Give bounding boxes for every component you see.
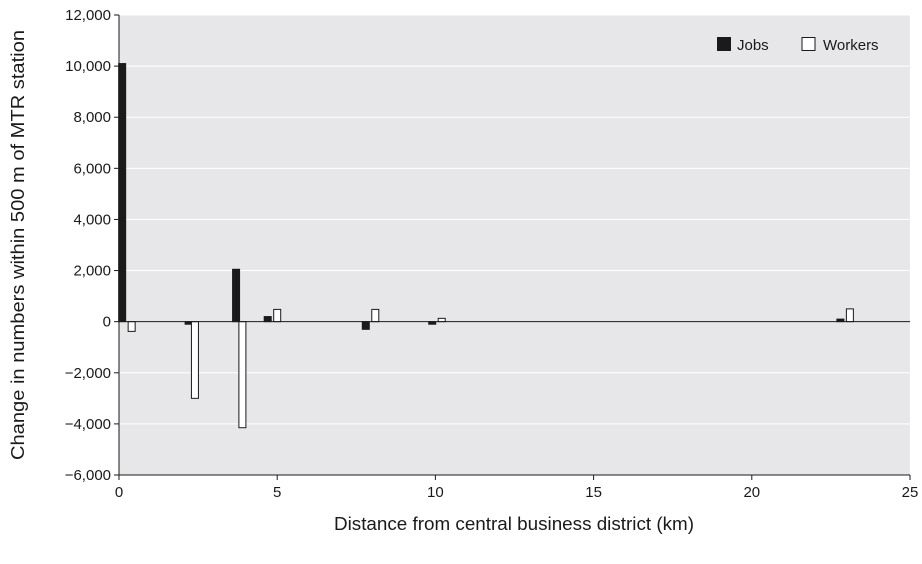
bar-workers — [127, 321, 136, 332]
bar-jobs — [263, 316, 272, 323]
legend-label-workers: Workers — [823, 37, 879, 54]
x-axis-title: Distance from central business district … — [334, 514, 694, 534]
y-tick-label: 2,000 — [73, 263, 111, 280]
y-axis-title: Change in numbers within 500 m of MTR st… — [8, 30, 28, 460]
y-tick-label: 0 — [103, 314, 111, 331]
x-ticks: 0 5 10 15 20 25 — [115, 475, 919, 501]
y-tick-label: 6,000 — [73, 160, 111, 177]
plot-area — [119, 15, 910, 475]
x-tick-label: 15 — [585, 484, 602, 501]
gridlines — [119, 14, 910, 476]
x-tick-label: 10 — [427, 484, 444, 501]
x-tick-label: 25 — [902, 484, 919, 501]
bar-workers — [273, 308, 282, 323]
y-tick-label: −2,000 — [65, 365, 111, 382]
y-tick-label: 12,000 — [65, 7, 111, 24]
x-tick-label: 0 — [115, 484, 123, 501]
legend-swatch-workers — [801, 37, 816, 51]
bar-jobs — [361, 321, 370, 330]
y-tick-label: 10,000 — [65, 58, 111, 75]
y-tick-label: 8,000 — [73, 109, 111, 126]
bar-workers — [238, 321, 247, 429]
bar-jobs — [232, 268, 241, 323]
y-tick-label: −6,000 — [65, 467, 111, 484]
x-tick-label: 20 — [743, 484, 760, 501]
bar-workers — [371, 308, 380, 323]
y-tick-label: −4,000 — [65, 416, 111, 433]
x-tick-label: 5 — [273, 484, 281, 501]
legend-label-jobs: Jobs — [737, 37, 769, 54]
legend: Jobs Workers — [717, 37, 879, 54]
bar-jobs — [118, 63, 127, 323]
y-ticks: −6,000 −4,000 −2,000 0 2,000 4,000 6,000 8,000 1… — [65, 7, 119, 484]
y-tick-label: 4,000 — [73, 211, 111, 228]
bar-workers — [190, 321, 199, 399]
bar-workers — [845, 308, 854, 323]
legend-swatch-jobs — [717, 37, 731, 51]
